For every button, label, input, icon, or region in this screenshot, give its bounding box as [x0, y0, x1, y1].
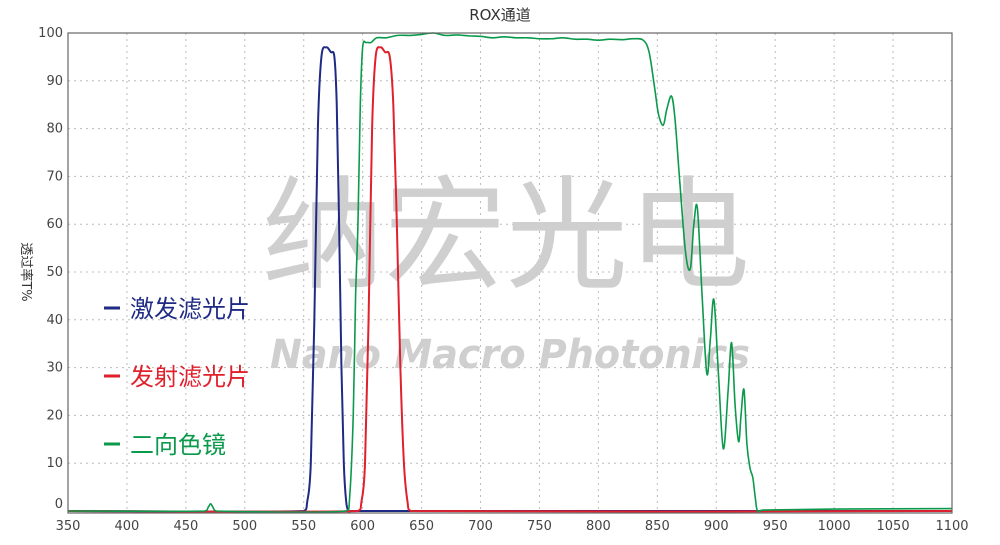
x-tick-label: 600 — [350, 519, 375, 534]
x-tick-label: 350 — [56, 519, 81, 534]
watermark-chinese: 纳宏光电 — [262, 165, 750, 307]
x-tick-label: 400 — [115, 519, 140, 534]
x-tick-label: 700 — [468, 519, 493, 534]
y-tick-label: 40 — [46, 313, 63, 328]
x-tick-label: 500 — [232, 519, 257, 534]
x-tick-label: 650 — [409, 519, 434, 534]
y-tick-label: 50 — [46, 265, 63, 280]
y-tick-label: 70 — [46, 169, 63, 184]
y-tick-label: 80 — [46, 122, 63, 137]
x-tick-label: 1000 — [818, 519, 851, 534]
x-tick-label: 450 — [173, 519, 198, 534]
series-line-3 — [67, 32, 953, 514]
legend-label: 发射滤光片 — [130, 363, 250, 391]
x-tick-labels: 350 400 450 500 550 600 650 700 750 800 850 900 950 1… — [56, 519, 969, 534]
y-axis-label: 透过率T% — [18, 242, 34, 301]
x-tick-label: 900 — [704, 519, 729, 534]
x-tick-label: 850 — [645, 519, 670, 534]
series-lines — [67, 32, 953, 514]
y-tick-labels: 0 10 20 30 40 50 60 70 80 90 100 — [38, 26, 63, 512]
x-tick-label: 1050 — [877, 519, 910, 534]
y-tick-label: 100 — [38, 26, 63, 41]
plot-frame — [67, 32, 953, 514]
y-tick-label: 20 — [46, 408, 63, 423]
x-tick-label: 1100 — [935, 519, 968, 534]
x-tick-label: 800 — [586, 519, 611, 534]
legend-label: 激发滤光片 — [130, 295, 250, 323]
x-tick-label: 950 — [763, 519, 788, 534]
legend-label: 二向色镜 — [130, 431, 226, 459]
y-tick-label: 0 — [55, 497, 63, 512]
y-tick-label: 10 — [46, 456, 63, 471]
series-line-2 — [67, 46, 953, 513]
y-tick-label: 60 — [46, 217, 63, 232]
y-tick-label: 30 — [46, 361, 63, 376]
x-tick-label: 550 — [291, 519, 316, 534]
watermark-logo: 纳宏光电 Nano Macro Photonics — [262, 165, 750, 378]
x-tick-label: 750 — [527, 519, 552, 534]
y-tick-label: 90 — [46, 74, 63, 89]
chart-title: ROX通道 — [469, 6, 531, 24]
watermark-english: Nano Macro Photonics — [270, 332, 750, 378]
